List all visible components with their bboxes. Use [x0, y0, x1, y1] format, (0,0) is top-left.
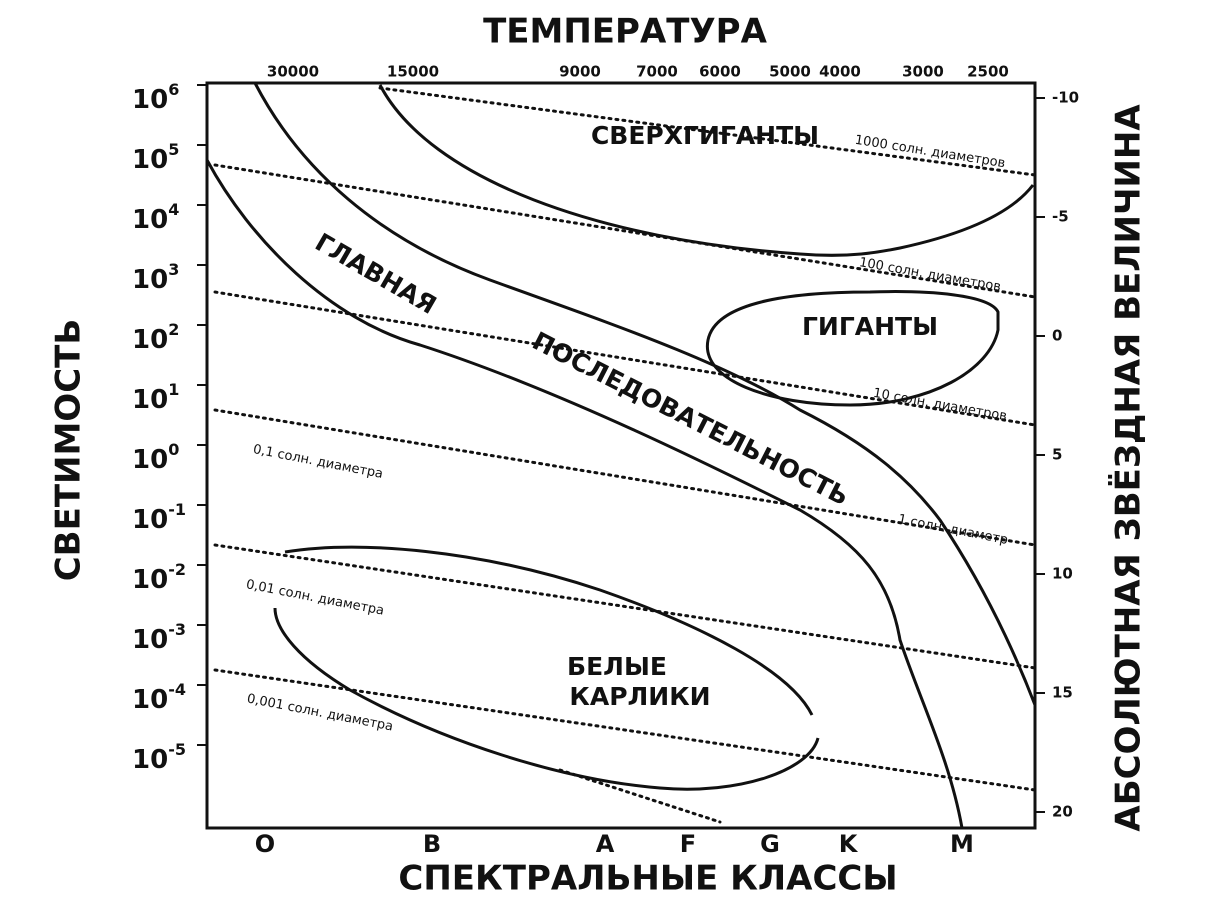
tick-exponent: 1: [168, 380, 179, 399]
luminosity-tick: 104: [132, 200, 179, 235]
temperature-tick: 7000: [636, 63, 678, 81]
tick-base: 10: [132, 265, 168, 295]
magnitude-tick: 20: [1052, 803, 1073, 821]
tick-base: 10: [132, 445, 168, 475]
temperature-tick: 6000: [699, 63, 741, 81]
luminosity-tick: 10-2: [132, 560, 186, 595]
spectral-class: G: [760, 830, 780, 858]
diameter-line: [213, 163, 1037, 299]
spectral-class: B: [423, 830, 441, 858]
tick-exponent: 5: [168, 140, 179, 159]
magnitude-tick: 5: [1052, 446, 1062, 464]
tick-base: 10: [132, 385, 168, 415]
diameter-label: 100 солн. диаметров: [858, 255, 1002, 295]
temperature-tick: 2500: [967, 63, 1009, 81]
temperature-tick: 5000: [769, 63, 811, 81]
spectral-class: A: [596, 830, 615, 858]
diameter-line: [213, 543, 1037, 670]
spectral-class: K: [839, 830, 859, 858]
tick-exponent: 0: [168, 440, 179, 459]
temperature-tick: 3000: [902, 63, 944, 81]
supergiant-curve: [378, 84, 1035, 257]
main-sequence-lower: [205, 159, 964, 829]
diameter-label: 0,1 солн. диаметра: [252, 442, 384, 482]
region-label: ГЛАВНАЯ: [310, 227, 441, 319]
luminosity-tick: 101: [132, 380, 179, 415]
region-label: ГИГАНТЫ: [802, 312, 938, 341]
luminosity-tick: 10-3: [132, 620, 186, 655]
temperature-tick: 30000: [267, 63, 319, 81]
y2-axis-title: АБСОЛЮТНАЯ ЗВЁЗДНАЯ ВЕЛИЧИНА: [1108, 104, 1149, 832]
tick-base: 10: [132, 685, 168, 715]
tick-exponent: -1: [168, 500, 186, 519]
tick-exponent: -2: [168, 560, 186, 579]
giants-curve: [705, 290, 1000, 407]
tick-base: 10: [132, 205, 168, 235]
luminosity-tick: 10-1: [132, 500, 186, 535]
diameter-label: 10 солн. диаметров: [872, 386, 1008, 424]
diameter-label: 0,01 солн. диаметра: [245, 577, 386, 618]
tick-exponent: 4: [168, 200, 179, 219]
y-axis-title: СВЕТИМОСТЬ: [49, 319, 89, 582]
luminosity-tick: 103: [132, 260, 179, 295]
x-axis-title: СПЕКТРАЛЬНЫЕ КЛАССЫ: [398, 859, 897, 899]
spectral-class: M: [950, 830, 974, 858]
tick-base: 10: [132, 565, 168, 595]
diameter-line: [378, 86, 1037, 177]
region-label: СВЕРХГИГАНТЫ: [591, 121, 819, 150]
diameter-line: [213, 668, 1037, 792]
luminosity-tick: 10-4: [132, 680, 186, 715]
tick-base: 10: [132, 505, 168, 535]
title: ТЕМПЕРАТУРА: [483, 12, 767, 52]
tick-exponent: -4: [168, 680, 186, 699]
tick-exponent: 6: [168, 80, 179, 99]
luminosity-tick: 10-5: [132, 740, 186, 775]
main-sequence-upper: [253, 82, 1037, 706]
white-dwarf-curve: [273, 545, 820, 791]
diameter-label: 1000 солн. диаметров: [854, 133, 1007, 172]
magnitude-tick: -5: [1052, 208, 1069, 226]
magnitude-tick: -10: [1052, 89, 1079, 107]
curves: [205, 82, 1037, 829]
region-label: КАРЛИКИ: [569, 682, 710, 711]
region-label: БЕЛЫЕ: [567, 652, 667, 681]
luminosity-tick: 106: [132, 80, 179, 115]
tick-exponent: 2: [168, 320, 179, 339]
magnitude-tick: 10: [1052, 565, 1073, 583]
tick-base: 10: [132, 325, 168, 355]
luminosity-tick: 105: [132, 140, 179, 175]
diameter-line: [213, 408, 1037, 547]
tick-base: 10: [132, 745, 168, 775]
temperature-tick: 15000: [387, 63, 439, 81]
diameter-lines: [213, 86, 1037, 824]
diameter-line: [213, 290, 1037, 427]
spectral-class: O: [255, 830, 275, 858]
luminosity-tick: 102: [132, 320, 179, 355]
diameter-label: 0,001 солн. диаметра: [246, 691, 395, 734]
tick-base: 10: [132, 625, 168, 655]
tick-base: 10: [132, 145, 168, 175]
temperature-tick: 4000: [819, 63, 861, 81]
temperature-tick: 9000: [559, 63, 601, 81]
magnitude-tick: 15: [1052, 684, 1073, 702]
tick-base: 10: [132, 85, 168, 115]
tick-exponent: -5: [168, 740, 186, 759]
tick-exponent: -3: [168, 620, 186, 639]
luminosity-tick: 100: [132, 440, 179, 475]
magnitude-tick: 0: [1052, 327, 1062, 345]
spectral-class: F: [680, 830, 696, 858]
tick-exponent: 3: [168, 260, 179, 279]
